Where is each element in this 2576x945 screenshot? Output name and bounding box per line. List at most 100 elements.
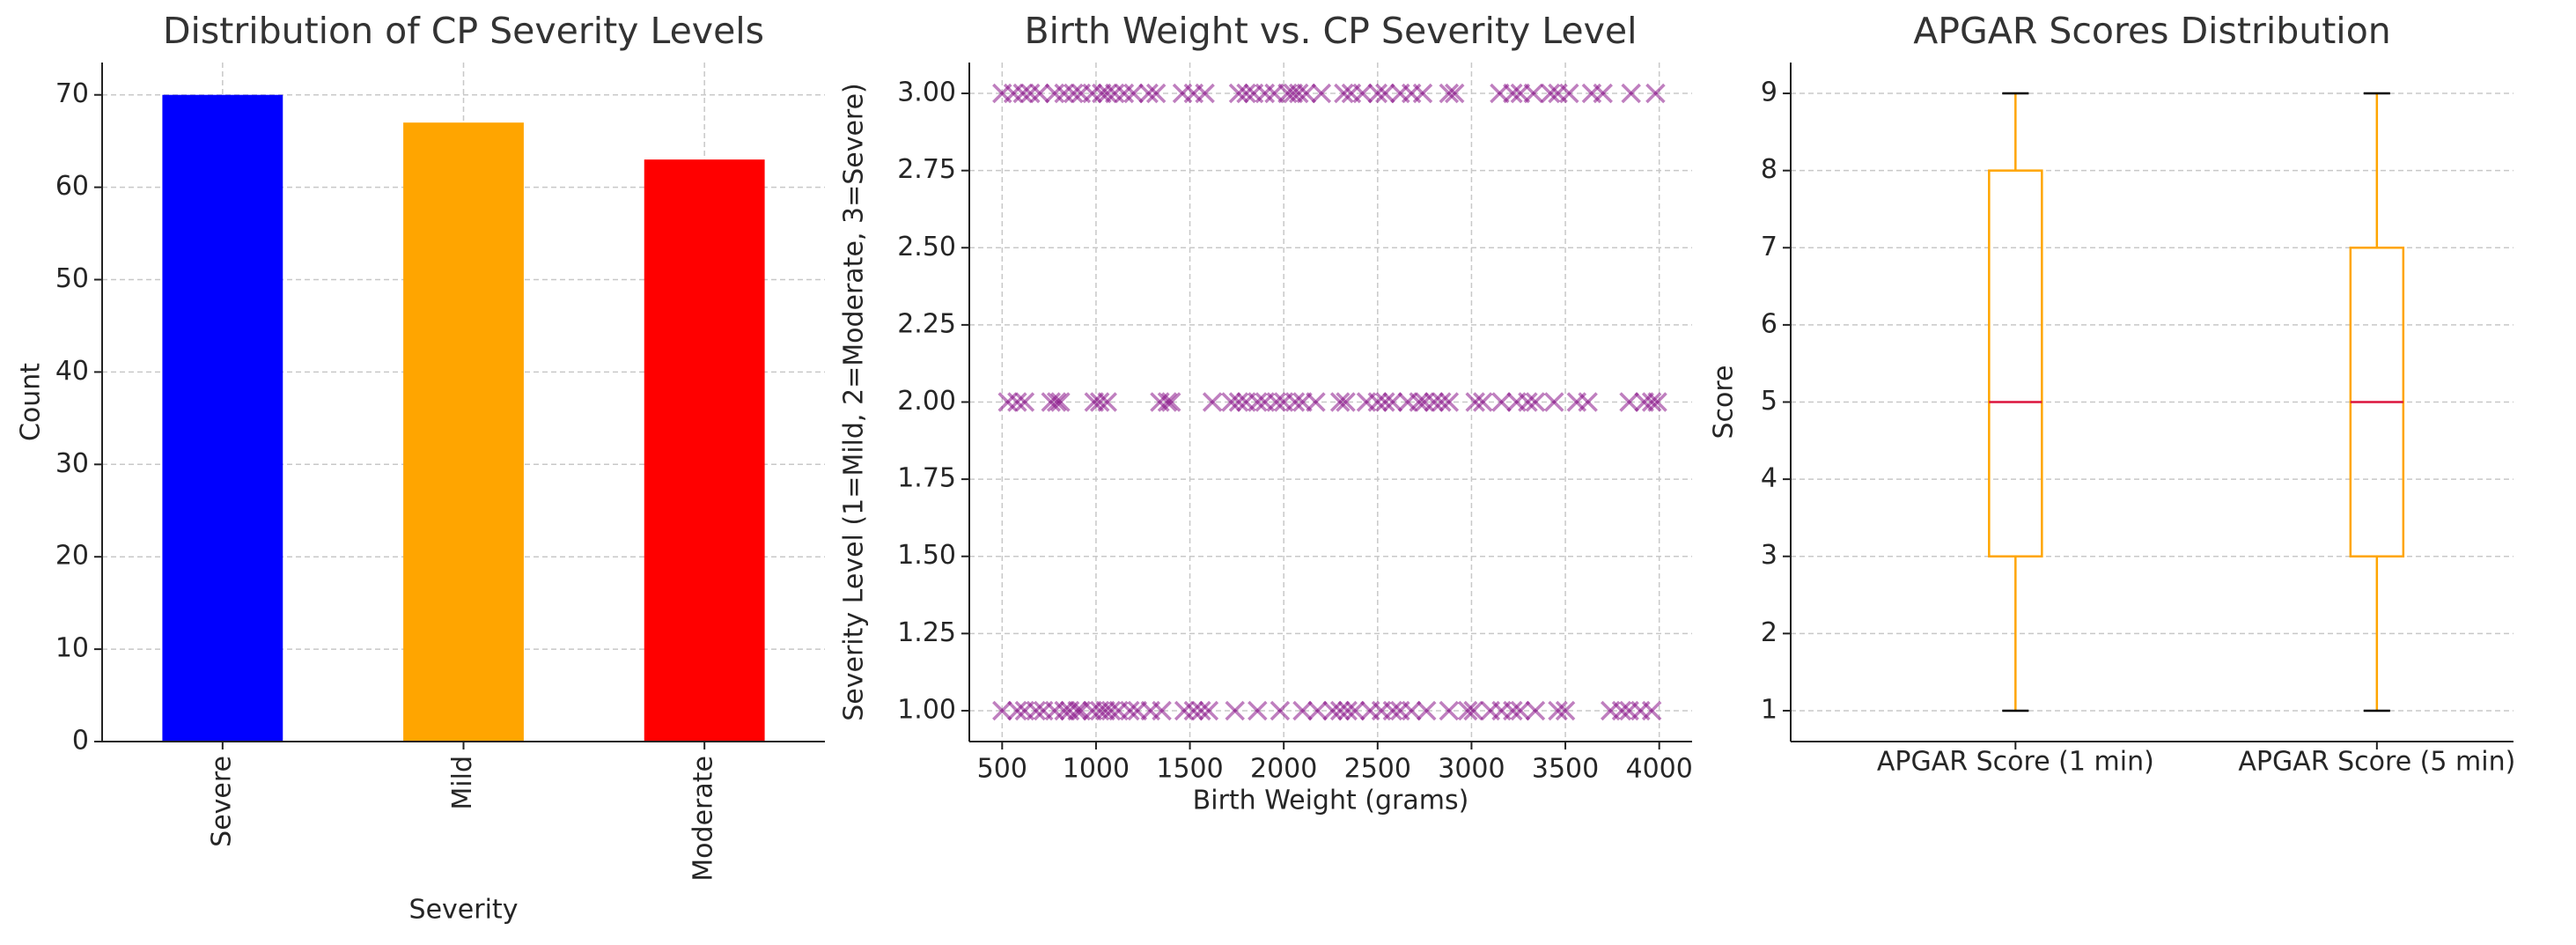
point-stroke (1457, 700, 1478, 721)
point (1270, 700, 1291, 721)
point-stroke (1491, 392, 1512, 412)
point-stroke (1026, 700, 1046, 721)
point-stroke (1445, 83, 1465, 104)
x-axis-label: Severity (409, 895, 519, 926)
point (1548, 700, 1568, 721)
point (1424, 392, 1445, 412)
y-axis-label: Severity Level (1=Mild, 2=Moderate, 3=Se… (839, 83, 870, 721)
point-stroke (1221, 392, 1241, 412)
point (1523, 83, 1544, 104)
point (1336, 392, 1356, 412)
point-stroke (1225, 700, 1245, 721)
point-stroke (1248, 700, 1268, 721)
y-tick-label: 40 (55, 356, 89, 387)
point-stroke (1375, 392, 1395, 412)
point-stroke (1100, 700, 1122, 721)
point (1100, 700, 1122, 721)
point (1322, 700, 1343, 721)
point-stroke (1007, 700, 1027, 721)
point (1089, 392, 1110, 412)
point (1465, 392, 1485, 412)
point (1105, 83, 1125, 104)
y-tick-label: 60 (55, 171, 89, 202)
point (1120, 700, 1140, 721)
point (1555, 700, 1576, 721)
chart-title: APGAR Scores Distribution (1913, 10, 2391, 52)
y-tick-label: 5 (1761, 386, 1777, 417)
point-stroke (1593, 83, 1613, 104)
point (1578, 392, 1598, 412)
y-tick-label: 20 (55, 541, 89, 572)
box (1988, 169, 2043, 557)
point-stroke (1003, 83, 1024, 104)
point (1007, 392, 1027, 412)
point-stroke (1046, 392, 1067, 412)
point-stroke (1465, 392, 1485, 412)
y-tick-label: 2.50 (897, 232, 956, 262)
point-stroke (1611, 700, 1632, 721)
point (1296, 83, 1317, 104)
point-stroke (1292, 700, 1313, 721)
point-stroke (1296, 83, 1317, 104)
point-stroke (1424, 392, 1445, 412)
point (1029, 83, 1050, 104)
point (1145, 83, 1167, 104)
point (1097, 83, 1117, 104)
x-tick-label: Moderate (688, 756, 719, 882)
point (1382, 392, 1403, 412)
point-stroke (1311, 83, 1332, 104)
point-stroke (997, 392, 1018, 412)
point-stroke (1401, 700, 1422, 721)
point-stroke (1472, 392, 1493, 412)
point-stroke (1082, 83, 1102, 104)
point-stroke (1191, 700, 1211, 721)
point (1329, 392, 1351, 412)
y-tick-label: 7 (1761, 232, 1777, 262)
point (1236, 83, 1256, 104)
y-tick-label: 8 (1761, 154, 1777, 185)
point (1183, 700, 1204, 721)
point-stroke (1270, 700, 1291, 721)
point (1020, 83, 1041, 104)
point (1641, 392, 1662, 412)
bar (162, 94, 283, 742)
y-tick-label: 1.00 (897, 694, 956, 725)
point (1439, 83, 1460, 104)
point-stroke (1195, 83, 1215, 104)
point-stroke (1145, 83, 1167, 104)
point (1044, 700, 1065, 721)
point-stroke (1322, 700, 1343, 721)
point-stroke (1020, 83, 1041, 104)
y-tick-label: 3.00 (897, 78, 956, 108)
point-stroke (1439, 392, 1460, 412)
y-axis-label: Score (1709, 365, 1740, 439)
point (1161, 392, 1181, 412)
point-stroke (1152, 700, 1172, 721)
point (1337, 700, 1358, 721)
point-stroke (1432, 392, 1452, 412)
point-stroke (1097, 83, 1117, 104)
point (997, 392, 1018, 412)
point (1525, 392, 1546, 412)
point (1417, 700, 1437, 721)
x-tick-label: 2500 (1344, 754, 1411, 785)
point-stroke (1619, 392, 1639, 412)
point (1064, 83, 1084, 104)
y-tick-label: 0 (72, 726, 89, 757)
point-stroke (1014, 392, 1035, 412)
point (1255, 83, 1276, 104)
point (1439, 700, 1460, 721)
point (1439, 392, 1460, 412)
point (1007, 700, 1027, 721)
point-stroke (1439, 83, 1460, 104)
point (1463, 700, 1483, 721)
point-stroke (1054, 83, 1074, 104)
point (1114, 83, 1135, 104)
point-stroke (1417, 700, 1437, 721)
point (1559, 83, 1579, 104)
point-stroke (1382, 392, 1403, 412)
point-stroke (1367, 392, 1388, 412)
point-stroke (1236, 83, 1256, 104)
point (1621, 83, 1641, 104)
point (1401, 700, 1422, 721)
